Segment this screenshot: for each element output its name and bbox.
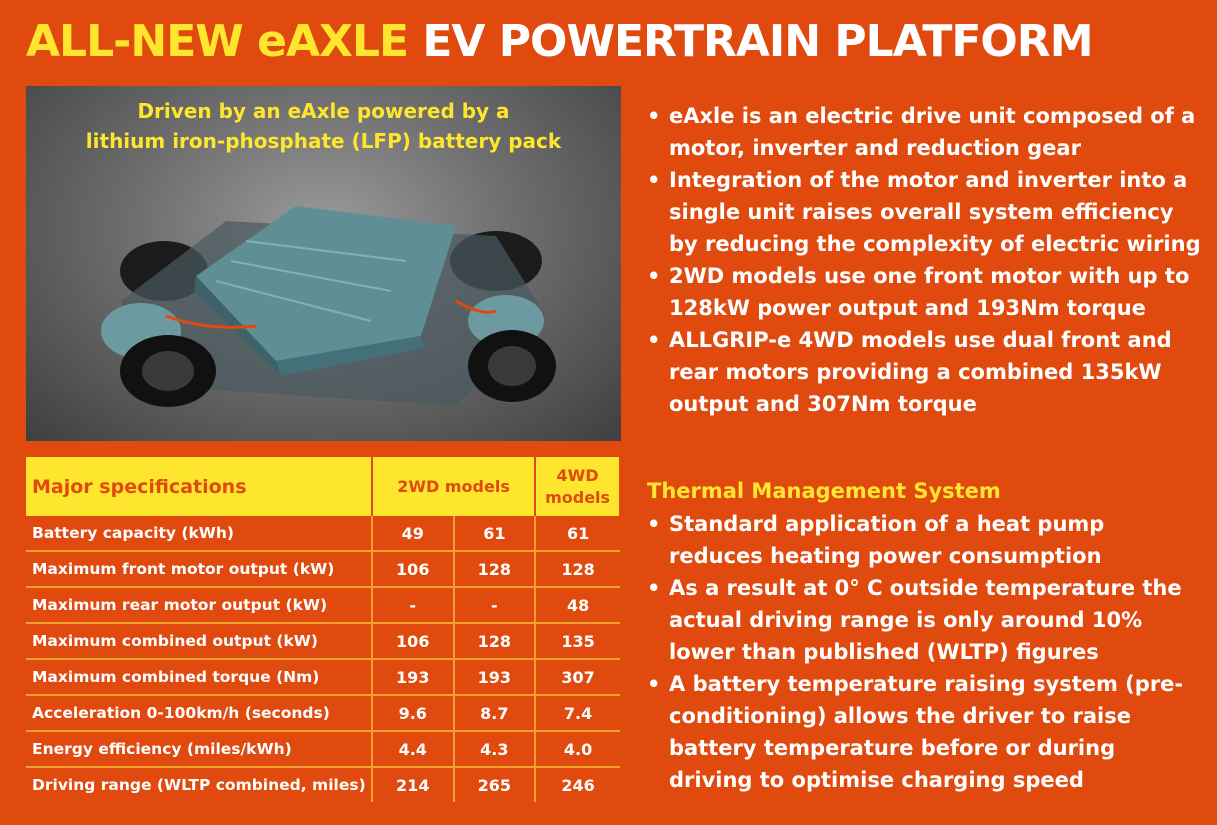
cell-value: 106: [371, 551, 455, 588]
cell-value: 48: [535, 587, 620, 624]
list-item: As a result at 0° C outside temperature …: [645, 572, 1205, 668]
cell-value: 193: [453, 659, 537, 696]
cell-value: 7.4: [535, 695, 620, 732]
row-label: Acceleration 0-100km/h (seconds): [26, 695, 373, 732]
row-label: Driving range (WLTP combined, miles): [26, 767, 373, 802]
cell-value: 128: [453, 551, 537, 588]
table-row: Driving range (WLTP combined, miles) 214…: [26, 767, 620, 802]
cell-value: 49: [371, 516, 455, 552]
ev-chassis-illustration: [101, 206, 556, 407]
cell-value: 214: [371, 767, 455, 802]
page-title: ALL-NEW eAXLE EV POWERTRAIN PLATFORM: [26, 14, 1093, 70]
specs-header-label: Major specifications: [26, 457, 373, 516]
cell-value: 265: [453, 767, 537, 802]
cell-value: 4.3: [453, 731, 537, 768]
cell-value: 4.0: [535, 731, 620, 768]
ev-platform-image: Driven by an eAxle powered by a lithium …: [26, 86, 621, 441]
cell-value: 307: [535, 659, 620, 696]
eaxle-bullet-list: eAxle is an electric drive unit composed…: [645, 100, 1205, 420]
list-item: 2WD models use one front motor with up t…: [645, 260, 1205, 324]
image-caption-line2: lithium iron-phosphate (LFP) battery pac…: [85, 129, 562, 153]
cell-value: 61: [535, 516, 620, 552]
image-caption: Driven by an eAxle powered by a lithium …: [26, 96, 621, 156]
specifications-table: Major specifications 2WD models 4WD mode…: [26, 457, 621, 802]
row-label: Energy efficiency (miles/kWh): [26, 731, 373, 768]
header-4wd-models: 4WD models: [535, 457, 621, 516]
cell-value: 8.7: [453, 695, 537, 732]
table-row: Maximum combined output (kW) 106 128 135: [26, 623, 620, 660]
table-row: Maximum rear motor output (kW) - - 48: [26, 587, 620, 624]
title-rest: EV POWERTRAIN PLATFORM: [422, 16, 1093, 67]
image-caption-line1: Driven by an eAxle powered by a: [137, 99, 510, 123]
thermal-management-heading: Thermal Management System: [647, 479, 1001, 503]
cell-value: 193: [371, 659, 455, 696]
cell-value: 128: [453, 623, 537, 660]
table-header-row: Major specifications 2WD models 4WD mode…: [26, 457, 621, 516]
list-item: Integration of the motor and inverter in…: [645, 164, 1205, 260]
cell-value: 4.4: [371, 731, 455, 768]
cell-value: 106: [371, 623, 455, 660]
list-item: eAxle is an electric drive unit composed…: [645, 100, 1205, 164]
row-label: Maximum rear motor output (kW): [26, 587, 373, 624]
row-label: Maximum front motor output (kW): [26, 551, 373, 588]
table-row: Battery capacity (kWh) 49 61 61: [26, 516, 620, 552]
list-item: ALLGRIP-e 4WD models use dual front and …: [645, 324, 1205, 420]
thermal-bullet-list: Standard application of a heat pump redu…: [645, 508, 1205, 796]
cell-value: 246: [561, 775, 595, 795]
list-item: Standard application of a heat pump redu…: [645, 508, 1205, 572]
cell-value: 128: [535, 551, 620, 588]
table-row: Maximum front motor output (kW) 106 128 …: [26, 551, 620, 588]
cell-value: 9.6: [371, 695, 455, 732]
table-row: Acceleration 0-100km/h (seconds) 9.6 8.7…: [26, 695, 620, 732]
cell-value: -: [453, 587, 537, 624]
row-label: Battery capacity (kWh): [26, 516, 373, 552]
cell-value: 61: [453, 516, 537, 552]
title-highlight: ALL-NEW eAXLE: [26, 16, 409, 67]
table-row: Maximum combined torque (Nm) 193 193 307: [26, 659, 620, 696]
row-label: Maximum combined output (kW): [26, 623, 373, 660]
list-item: A battery temperature raising system (pr…: [645, 668, 1205, 796]
cell-value: 135: [535, 623, 620, 660]
table-row: Energy efficiency (miles/kWh) 4.4 4.3 4.…: [26, 731, 620, 768]
row-label: Maximum combined torque (Nm): [26, 659, 373, 696]
header-2wd-models: 2WD models: [371, 457, 537, 516]
cell-value: -: [371, 587, 455, 624]
